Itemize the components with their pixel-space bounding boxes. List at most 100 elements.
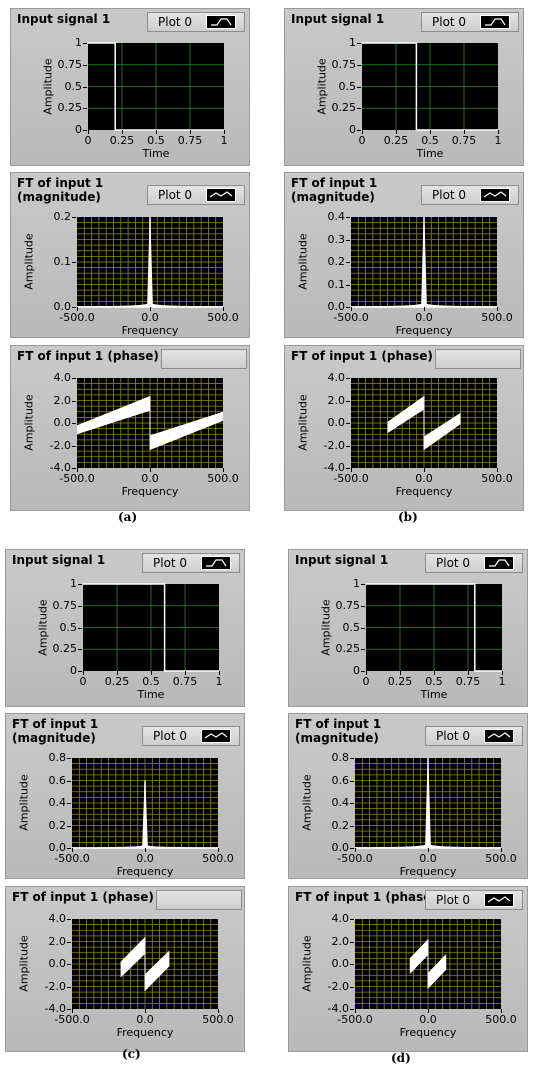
x-tick-mark <box>366 671 367 675</box>
y-tick-mark <box>357 108 361 110</box>
chart-panel: FT of input 1 (magnitude) Plot 0 0.0 0.2 0.4… <box>5 713 245 879</box>
chart-title: FT of input 1 (magnitude) <box>17 176 104 204</box>
y-axis-label: Amplitude <box>296 233 310 290</box>
plot-area[interactable] <box>88 42 224 131</box>
plot-legend[interactable]: Plot 0 <box>147 12 245 32</box>
legend-swatch-icon <box>201 556 231 570</box>
y-tick-label: -2.0 <box>44 979 66 993</box>
x-tick-label: 0.25 <box>383 134 409 147</box>
series-phase-left <box>409 939 428 975</box>
plot-legend[interactable]: Plot 0 <box>425 553 523 573</box>
y-tick-mark <box>350 941 354 943</box>
plot-legend[interactable]: Plot 0 <box>425 890 523 910</box>
x-tick-mark <box>428 1009 429 1013</box>
plot-legend[interactable]: Plot 0 <box>421 185 519 205</box>
plot-area[interactable] <box>355 919 501 1009</box>
y-tick-mark <box>78 649 82 651</box>
y-tick-mark <box>357 86 361 88</box>
plot-area[interactable] <box>71 758 219 849</box>
y-tick-mark <box>346 239 350 241</box>
chart-title: Input signal 1 <box>12 553 106 567</box>
x-tick-label: -500.0 <box>333 472 369 485</box>
x-tick-label: 0 <box>362 675 370 688</box>
y-tick-mark <box>357 130 361 131</box>
x-tick-mark <box>468 671 469 675</box>
x-tick-label: 500.0 <box>207 311 239 324</box>
y-tick-label: -4.0 <box>44 1002 66 1015</box>
x-tick-mark <box>498 130 499 134</box>
y-tick-label: 0.2 <box>53 210 72 223</box>
x-tick-label: 500.0 <box>485 852 517 865</box>
y-tick-label: 4.0 <box>327 371 346 384</box>
series-line <box>83 583 219 672</box>
plot-area[interactable] <box>350 216 498 308</box>
plot-legend[interactable]: Plot 0 <box>147 185 245 205</box>
y-tick-label: 4.0 <box>53 371 72 384</box>
series-phase-right <box>150 411 223 450</box>
plot-legend[interactable]: Plot 0 <box>421 12 519 32</box>
plot-area[interactable] <box>83 583 219 672</box>
y-tick-mark <box>67 1009 71 1010</box>
x-axis-label: Time <box>142 147 170 160</box>
x-tick-label: 0.0 <box>419 1013 437 1026</box>
chart-panel: FT of input 1 (phase) -4.0 -2.0 0.0 2.0 4.0 -5… <box>284 345 524 511</box>
chart-panel: Input signal 1 Plot 0 0 0.25 0.5 0.75 1 0 0.25 0.… <box>284 8 524 166</box>
plot-area[interactable] <box>72 919 218 1009</box>
y-tick-mark <box>346 262 350 263</box>
x-tick-label: 0.75 <box>172 675 198 688</box>
x-tick-mark <box>151 671 152 675</box>
y-tick-mark <box>67 941 71 943</box>
x-tick-mark <box>219 671 220 675</box>
y-tick-mark <box>83 43 87 44</box>
y-tick-mark <box>346 423 350 424</box>
y-tick-label: 0.75 <box>331 57 357 71</box>
subfigure-caption: (c) <box>122 1047 141 1061</box>
plot-area[interactable] <box>351 378 497 468</box>
x-tick-mark <box>428 848 429 852</box>
y-tick-mark <box>78 671 82 672</box>
legend-placeholder <box>156 890 242 910</box>
y-tick-mark <box>83 64 87 66</box>
y-tick-mark <box>350 1009 354 1010</box>
x-axis-label: Frequency <box>395 485 453 498</box>
series-phase-left <box>77 396 150 435</box>
y-tick-mark <box>346 378 350 379</box>
plot-legend[interactable]: Plot 0 <box>142 726 240 746</box>
plot-legend[interactable]: Plot 0 <box>425 726 523 746</box>
y-tick-label: 0.4 <box>331 796 350 809</box>
x-axis-label: Frequency <box>399 865 457 878</box>
plot-legend[interactable]: Plot 0 <box>142 553 240 573</box>
x-tick-mark <box>355 1009 356 1013</box>
plot-area[interactable] <box>77 378 223 468</box>
y-tick-label: 2.0 <box>331 934 350 948</box>
y-tick-label: 2.0 <box>327 393 346 407</box>
x-tick-mark <box>77 307 78 311</box>
y-tick-label: 0 <box>353 664 360 677</box>
y-tick-label: 2.0 <box>53 393 72 407</box>
y-tick-mark <box>350 803 354 804</box>
plot-area[interactable] <box>354 757 502 849</box>
x-tick-label: 0.0 <box>415 311 433 324</box>
x-tick-label: 0.75 <box>455 675 481 688</box>
y-tick-label: 0.2 <box>327 255 346 268</box>
series-line <box>366 583 502 672</box>
chart-title: Input signal 1 <box>17 12 111 26</box>
y-tick-mark <box>67 919 71 920</box>
y-tick-label: -4.0 <box>49 461 71 474</box>
x-axis-label: Frequency <box>399 1026 457 1039</box>
plot-area[interactable] <box>362 42 498 131</box>
y-tick-mark <box>83 130 87 131</box>
x-tick-mark <box>185 671 186 675</box>
x-tick-mark <box>400 671 401 675</box>
x-tick-label: 0.0 <box>415 472 433 485</box>
y-tick-label: 0.0 <box>331 957 350 970</box>
plot-area[interactable] <box>76 216 224 308</box>
x-tick-label: 0.5 <box>142 675 160 688</box>
x-tick-mark <box>223 468 224 472</box>
y-tick-mark <box>361 584 365 585</box>
x-axis-label: Time <box>420 688 448 701</box>
plot-area[interactable] <box>366 583 502 672</box>
x-tick-mark <box>150 307 151 311</box>
x-tick-mark <box>362 130 363 134</box>
y-tick-label: 0.6 <box>331 773 350 787</box>
